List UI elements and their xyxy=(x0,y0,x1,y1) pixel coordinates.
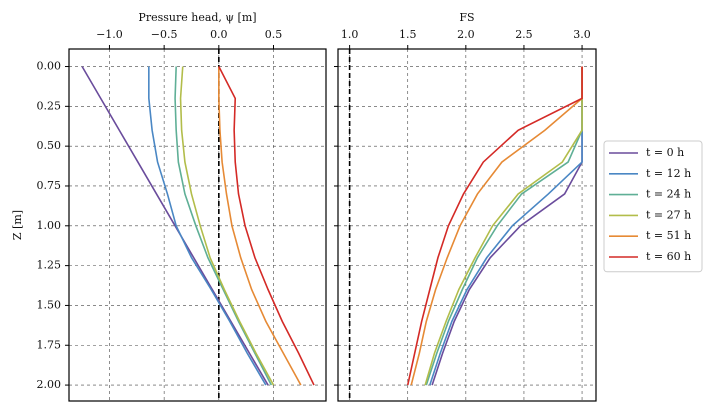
x-tick-label: −1.0 xyxy=(96,28,123,41)
x-tick-label: 2.5 xyxy=(515,28,533,41)
y-tick-label: 1.25 xyxy=(37,259,62,272)
series-line xyxy=(410,66,583,386)
y-tick-label: 0.75 xyxy=(37,179,62,192)
x-tick-label: 0.0 xyxy=(210,28,228,41)
axes-frame xyxy=(337,48,597,402)
series-line xyxy=(179,66,275,386)
y-tick-label: 0.50 xyxy=(37,139,62,152)
x-tick-label: 0.5 xyxy=(265,28,283,41)
series-line xyxy=(218,66,302,386)
y-axis-label: Z [m] xyxy=(11,210,24,240)
series-line xyxy=(424,66,583,386)
series-line xyxy=(174,66,273,386)
series-line xyxy=(148,66,267,386)
series-line xyxy=(218,66,315,386)
x-tick-label: 2.0 xyxy=(457,28,475,41)
y-tick-label: 2.00 xyxy=(37,378,62,391)
x-tick-label: 3.0 xyxy=(573,28,591,41)
x-axis-label: FS xyxy=(459,11,474,24)
x-tick-label: 1.5 xyxy=(399,28,417,41)
legend-label: t = 12 h xyxy=(646,167,691,180)
series-line xyxy=(406,66,583,386)
y-tick-label: 1.50 xyxy=(37,298,62,311)
y-tick-label: 1.75 xyxy=(37,338,62,351)
legend-label: t = 27 h xyxy=(646,208,691,221)
x-tick-label: 1.0 xyxy=(341,28,359,41)
series-line xyxy=(425,66,583,386)
y-tick-label: 0.25 xyxy=(37,99,62,112)
y-tick-label: 1.00 xyxy=(37,219,62,232)
series-line xyxy=(81,66,269,386)
legend-label: t = 60 h xyxy=(646,250,691,263)
legend-label: t = 0 h xyxy=(646,146,684,159)
legend-label: t = 24 h xyxy=(646,188,691,201)
legend-label: t = 51 h xyxy=(646,229,691,242)
x-tick-label: −0.5 xyxy=(151,28,178,41)
y-tick-label: 0.00 xyxy=(37,60,62,73)
axes-frame xyxy=(68,48,327,402)
x-axis-label: Pressure head, ψ [m] xyxy=(138,11,256,24)
